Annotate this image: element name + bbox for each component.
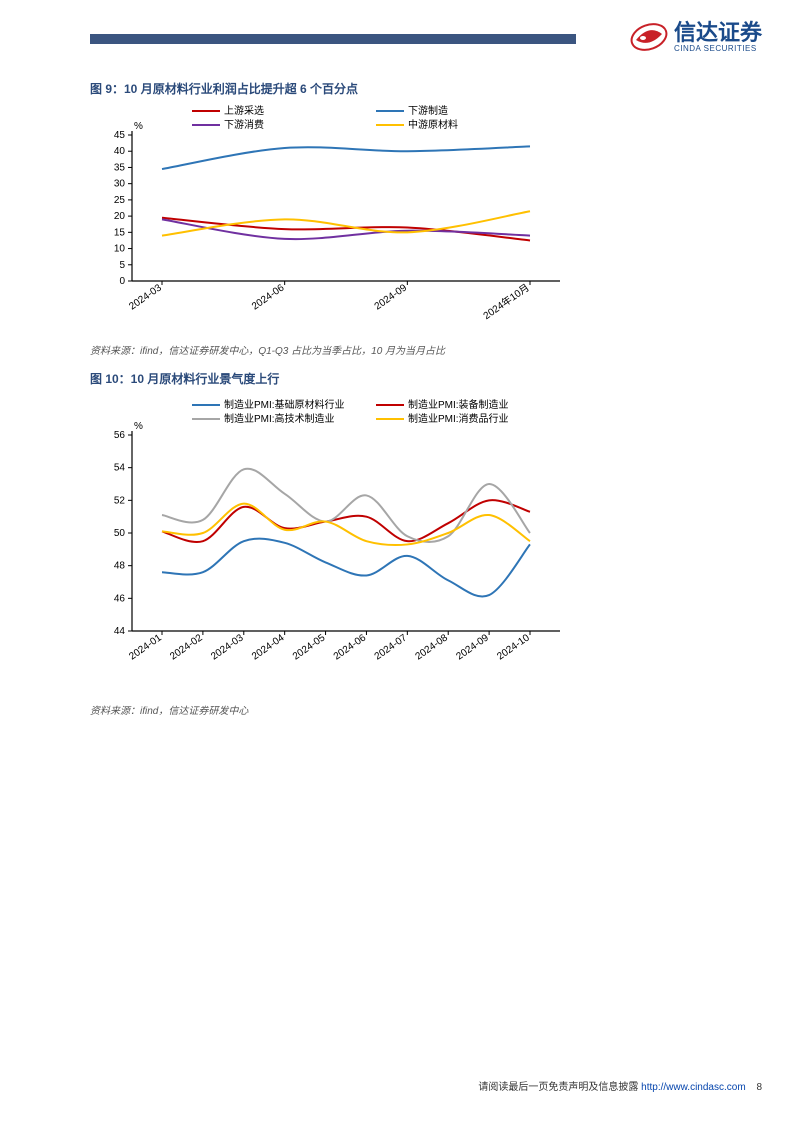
svg-text:50: 50 xyxy=(114,528,126,539)
company-name-en: CINDA SECURITIES xyxy=(674,44,762,53)
svg-text:2024-07: 2024-07 xyxy=(373,632,410,662)
svg-text:2024-08: 2024-08 xyxy=(414,632,451,662)
svg-text:46: 46 xyxy=(114,593,126,604)
chart9-title: 图 9：10 月原材料行业利润占比提升超 6 个百分点 xyxy=(90,80,570,97)
svg-text:下游制造: 下游制造 xyxy=(408,104,448,117)
svg-text:35: 35 xyxy=(114,162,126,173)
svg-text:44: 44 xyxy=(114,626,126,637)
svg-text:2024-09: 2024-09 xyxy=(373,282,410,312)
svg-text:52: 52 xyxy=(114,495,126,506)
svg-text:%: % xyxy=(134,121,143,132)
header-bar xyxy=(90,34,576,44)
chart10-source: 资料来源：ifind，信达证券研发中心 xyxy=(90,702,570,717)
footer-link[interactable]: http://www.cindasc.com xyxy=(641,1082,745,1093)
page-footer: 请阅读最后一页免责声明及信息披露 http://www.cindasc.com … xyxy=(478,1078,762,1093)
svg-text:2024年10月: 2024年10月 xyxy=(481,281,532,322)
logo-icon xyxy=(630,18,668,56)
chart9-source: 资料来源：ifind，信达证券研发中心，Q1-Q3 占比为当季占比，10 月为当… xyxy=(90,342,570,357)
svg-text:45: 45 xyxy=(114,130,126,141)
svg-text:0: 0 xyxy=(119,276,125,287)
svg-text:25: 25 xyxy=(114,195,126,206)
svg-text:2024-04: 2024-04 xyxy=(250,632,287,662)
chart9-canvas: 0 5 10 15 20 25 30 35 40 45% 2024-03 2024-06 2024-09… xyxy=(90,101,570,336)
svg-text:下游消费: 下游消费 xyxy=(224,118,264,131)
chart10-section: 图 10：10 月原材料行业景气度上行 44 46 48 50 52 54 56% 2024-… xyxy=(90,370,570,717)
svg-text:2024-02: 2024-02 xyxy=(168,632,205,662)
svg-text:上游采选: 上游采选 xyxy=(224,104,264,117)
footer-text: 请阅读最后一页免责声明及信息披露 xyxy=(478,1082,638,1093)
chart10-title: 图 10：10 月原材料行业景气度上行 xyxy=(90,370,570,387)
svg-text:制造业PMI:基础原材料行业: 制造业PMI:基础原材料行业 xyxy=(224,398,345,411)
svg-text:2024-03: 2024-03 xyxy=(127,282,164,312)
svg-text:40: 40 xyxy=(114,146,126,157)
svg-text:30: 30 xyxy=(114,179,126,190)
svg-text:48: 48 xyxy=(114,561,126,572)
svg-text:制造业PMI:消费品行业: 制造业PMI:消费品行业 xyxy=(408,412,509,425)
svg-text:20: 20 xyxy=(114,211,126,222)
svg-text:2024-03: 2024-03 xyxy=(209,632,246,662)
svg-text:制造业PMI:装备制造业: 制造业PMI:装备制造业 xyxy=(408,398,509,411)
chart9-section: 图 9：10 月原材料行业利润占比提升超 6 个百分点 0 5 10 15 20 25 30… xyxy=(90,80,570,357)
company-name-cn: 信达证券 xyxy=(674,22,762,44)
svg-text:2024-10: 2024-10 xyxy=(495,632,532,662)
svg-text:制造业PMI:高技术制造业: 制造业PMI:高技术制造业 xyxy=(224,412,335,425)
svg-text:5: 5 xyxy=(119,260,125,271)
svg-text:2024-01: 2024-01 xyxy=(127,632,164,662)
svg-text:2024-09: 2024-09 xyxy=(454,632,491,662)
svg-text:10: 10 xyxy=(114,244,126,255)
svg-text:54: 54 xyxy=(114,463,126,474)
svg-text:2024-06: 2024-06 xyxy=(332,632,369,662)
chart10-canvas: 44464850525456%2024-012024-022024-032024… xyxy=(90,391,570,696)
svg-text:%: % xyxy=(134,421,143,432)
svg-text:2024-05: 2024-05 xyxy=(291,632,328,662)
svg-text:2024-06: 2024-06 xyxy=(250,282,287,312)
company-logo: 信达证券 CINDA SECURITIES xyxy=(630,18,762,56)
svg-text:中游原材料: 中游原材料 xyxy=(408,118,458,131)
svg-text:15: 15 xyxy=(114,227,126,238)
page-number: 8 xyxy=(756,1082,762,1093)
svg-text:56: 56 xyxy=(114,430,126,441)
